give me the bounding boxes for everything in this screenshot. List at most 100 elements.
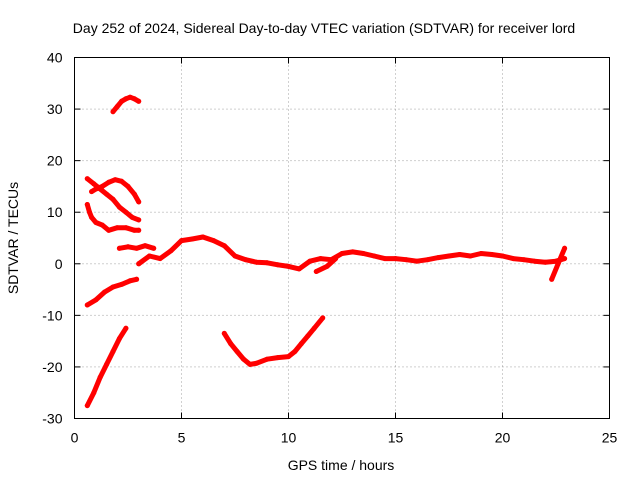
data-point xyxy=(89,214,95,220)
x-axis-title: GPS time / hours xyxy=(288,457,395,473)
x-tick-label: 5 xyxy=(178,430,186,446)
data-point xyxy=(134,245,140,251)
data-point xyxy=(264,356,270,362)
plot-frame xyxy=(74,57,610,419)
data-point xyxy=(234,349,240,354)
data-point xyxy=(119,281,125,287)
series-layer xyxy=(84,94,568,409)
data-point xyxy=(489,252,495,257)
data-point xyxy=(136,261,142,267)
data-point xyxy=(457,252,463,257)
data-point xyxy=(127,278,133,284)
data-point xyxy=(510,256,516,262)
data-point xyxy=(136,199,142,205)
data-point xyxy=(116,336,122,342)
data-point xyxy=(131,191,137,197)
data-point xyxy=(131,227,137,233)
data-point xyxy=(146,253,152,259)
data-point xyxy=(221,330,227,336)
data-point xyxy=(324,263,330,269)
data-point xyxy=(228,341,234,347)
y-tick-label: -30 xyxy=(42,411,62,427)
data-point xyxy=(104,191,110,197)
data-point xyxy=(298,341,304,347)
data-point xyxy=(110,284,116,290)
data-point xyxy=(116,245,122,251)
data-point xyxy=(350,249,356,255)
y-tick-label: -10 xyxy=(42,307,62,323)
data-point xyxy=(189,236,195,242)
data-point xyxy=(87,209,92,215)
data-point xyxy=(311,325,317,331)
y-axis-title: SDTVAR / TECUs xyxy=(5,182,21,294)
data-point xyxy=(286,354,291,360)
data-point xyxy=(116,204,122,210)
data-point xyxy=(110,196,116,202)
data-point xyxy=(125,244,131,250)
data-point xyxy=(123,325,129,331)
data-point xyxy=(114,225,120,231)
y-tick-label: 0 xyxy=(55,256,63,272)
data-point xyxy=(247,361,253,367)
data-point xyxy=(91,181,97,187)
data-point xyxy=(313,269,319,274)
data-point xyxy=(93,186,99,192)
data-point xyxy=(99,183,105,189)
data-point xyxy=(253,360,259,366)
data-point xyxy=(562,245,568,251)
data-point xyxy=(168,248,174,254)
data-point xyxy=(478,251,484,256)
series-arc-4 xyxy=(84,202,142,233)
data-point xyxy=(99,222,105,228)
data-point xyxy=(131,96,137,102)
data-point xyxy=(500,253,505,259)
data-point xyxy=(542,259,548,265)
data-point xyxy=(84,302,90,308)
data-point xyxy=(339,251,345,256)
data-point xyxy=(221,243,227,249)
data-point xyxy=(134,276,140,282)
data-point xyxy=(403,257,409,263)
data-point xyxy=(123,209,129,215)
data-point xyxy=(264,260,270,266)
data-point xyxy=(110,349,116,354)
data-point xyxy=(125,183,131,189)
data-point xyxy=(151,245,157,251)
data-point xyxy=(119,178,125,184)
data-point xyxy=(532,258,538,264)
data-point xyxy=(211,238,217,244)
chart-title: Day 252 of 2024, Sidereal Day-to-day VTE… xyxy=(73,20,575,36)
data-point xyxy=(320,315,326,321)
data-point xyxy=(307,258,313,264)
y-tick-label: 40 xyxy=(47,50,63,66)
x-tick-label: 25 xyxy=(602,430,618,446)
data-point xyxy=(136,227,142,233)
data-point xyxy=(292,349,298,354)
data-point xyxy=(106,227,112,233)
x-tick-label: 20 xyxy=(495,430,511,446)
data-point xyxy=(93,297,99,303)
data-point xyxy=(318,256,324,262)
data-point xyxy=(179,238,184,244)
data-point xyxy=(521,257,527,263)
data-point xyxy=(106,179,112,185)
data-point xyxy=(333,256,339,262)
series-arc-11 xyxy=(221,315,326,367)
data-point xyxy=(446,253,452,259)
data-point xyxy=(467,253,473,259)
data-point xyxy=(102,289,107,295)
data-point xyxy=(84,403,90,409)
data-point xyxy=(136,217,142,223)
x-tick-label: 10 xyxy=(281,430,297,446)
data-point xyxy=(84,202,90,207)
data-point xyxy=(84,176,90,182)
y-tick-label: 20 xyxy=(47,153,63,169)
data-point xyxy=(371,253,377,259)
data-point xyxy=(296,266,302,272)
grid-layer xyxy=(74,57,610,419)
data-point xyxy=(123,225,129,231)
data-point xyxy=(232,253,238,259)
data-point xyxy=(157,256,163,262)
y-tick-label: 10 xyxy=(47,204,63,220)
